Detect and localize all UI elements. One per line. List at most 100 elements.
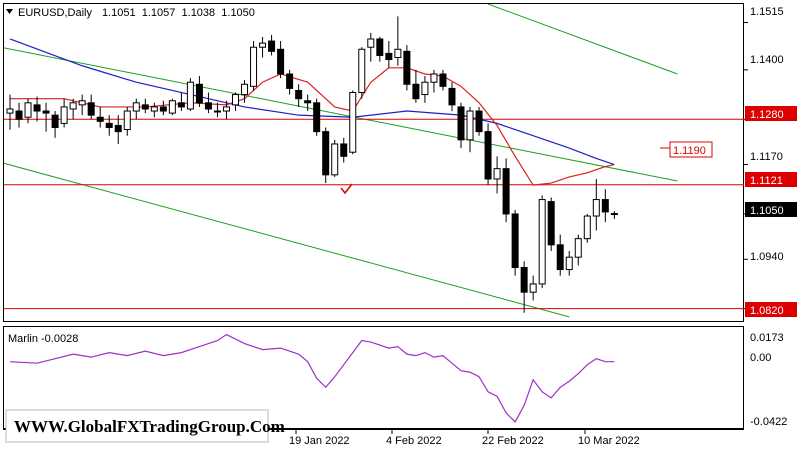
candle [241,80,249,103]
candle [475,106,483,136]
candle-body [430,73,438,83]
candle-body [484,131,492,180]
candle [213,102,221,118]
candle [51,111,59,138]
indicator-tick-label: -0.0422 [750,416,787,428]
x-tick-label: 19 Jan 2022 [289,435,350,447]
candle-body [87,102,95,116]
candle [583,213,591,243]
candle [259,36,267,58]
main-plot-frame [3,3,744,322]
candle-body [204,102,212,110]
candle-body [69,102,77,110]
svg-text:1.1050: 1.1050 [750,205,784,217]
candle [123,106,131,136]
candle [493,156,501,194]
candle [412,69,420,103]
candle [141,98,149,114]
candle [529,275,537,301]
svg-text:1.0820: 1.0820 [750,305,784,317]
candle-body [195,83,203,104]
candle [24,98,32,124]
candle-body [33,104,41,112]
candle-body [376,38,384,56]
slow-moving-average-line [9,38,615,166]
y-tick-label: 1.1515 [750,6,784,18]
candle-body [439,73,447,87]
candle [295,84,303,107]
candle-body [60,106,68,124]
candle-body [286,73,294,89]
candle [105,115,113,136]
candle [502,158,510,223]
candle-body [232,94,239,106]
candle [15,102,23,128]
candle [547,197,555,252]
candle-body [331,143,339,176]
candle [556,234,564,276]
candle [268,34,276,56]
candle [385,41,393,68]
candle [186,78,194,112]
candle [195,76,203,107]
candle [511,209,519,276]
candle [457,102,465,149]
x-tick-label: 22 Feb 2022 [482,435,544,447]
candle [114,115,122,144]
candle [159,100,167,116]
candle [367,32,375,62]
marlin-oscillator-line [9,333,615,423]
candle-body [349,92,357,153]
level-label-0820: 1.0820 [745,302,797,317]
channel-line [487,4,678,75]
candle [286,69,294,95]
candle [439,69,447,91]
candle-body [78,100,86,106]
candle-body [394,48,402,59]
candle-body [592,199,600,217]
candle-body [295,89,303,100]
candle-body [547,201,555,246]
candle-body [466,110,474,141]
candle [313,98,321,136]
candle-body [403,50,411,85]
candle-body [358,48,366,94]
candle [168,98,176,116]
candle-body [168,100,176,114]
candle-body [520,266,528,293]
candle-body [150,106,158,112]
candle-body [340,143,348,157]
candle [250,41,258,91]
candle-body [132,102,140,112]
candle-body [241,83,249,96]
current-price-label: 1.1050 [745,202,797,217]
candle-body [123,110,131,131]
channel-line [4,47,678,182]
candle-body [601,199,609,213]
candle-body [15,110,23,120]
candle-body [213,110,221,113]
x-tick-label: 4 Feb 2022 [386,435,442,447]
candle [232,92,239,112]
candle [69,98,77,120]
y-tick-label: 1.1170 [750,151,783,163]
candle-body [493,168,501,180]
candle-body [105,122,113,129]
candle-body [556,244,564,271]
candle [322,127,330,184]
candle-body [448,87,456,106]
candle [565,251,573,276]
candle-body [457,106,465,141]
candle-body [159,106,167,112]
candle [78,94,86,116]
candle-body [186,81,194,110]
triangle-down-icon[interactable] [6,9,13,14]
candle-body [96,116,104,122]
level-label-1280: 1.1280 [745,106,797,121]
candle [448,82,456,112]
check-mark-icon [340,183,353,195]
candle [340,137,348,163]
candle-body [529,283,537,293]
